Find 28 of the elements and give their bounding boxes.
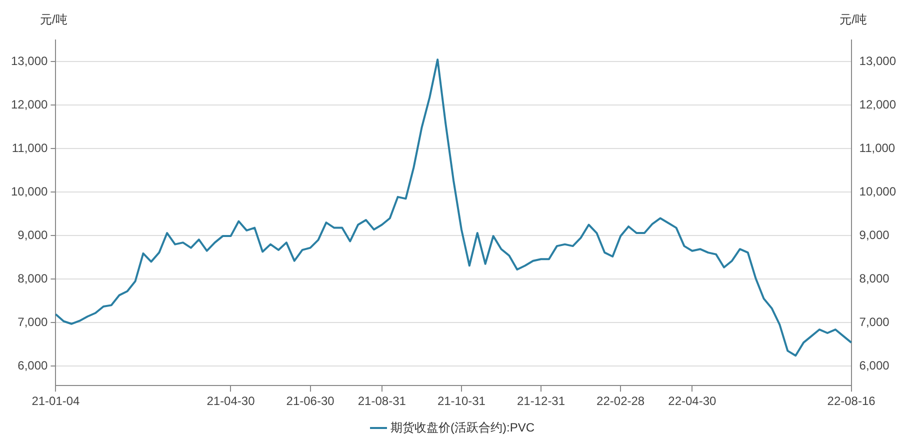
x-tick-label: 21-01-04	[32, 394, 80, 408]
x-tick-label: 21-10-31	[437, 394, 486, 408]
y2-tick-label: 8,000	[859, 271, 890, 286]
y2-tick-label: 10,000	[859, 184, 896, 198]
y2-tick-label: 7,000	[859, 314, 890, 329]
y-tick-label: 9,000	[18, 228, 48, 242]
y-tick-label: 7,000	[18, 314, 48, 329]
y-tick-label: 11,000	[12, 140, 48, 155]
x-tick-label: 22-04-30	[668, 394, 717, 408]
y2-axis-title: 元/吨	[840, 12, 867, 26]
y2-tick-label: 6,000	[859, 358, 890, 372]
x-tick-label: 22-02-28	[596, 394, 645, 408]
y-tick-label: 10,000	[11, 184, 48, 198]
y-tick-label: 13,000	[11, 54, 48, 68]
x-tick-label: 21-04-30	[206, 394, 256, 408]
x-tick-label: 21-08-31	[358, 394, 406, 408]
y2-tick-label: 11,000	[859, 140, 896, 155]
y-axis-title: 元/吨	[40, 12, 68, 26]
y-tick-label: 6,000	[18, 358, 48, 372]
y-tick-label: 8,000	[18, 271, 48, 286]
y2-tick-label: 9,000	[859, 228, 890, 242]
x-tick-label: 21-06-30	[286, 394, 335, 408]
y-tick-label: 12,000	[11, 98, 48, 112]
y2-tick-label: 13,000	[859, 54, 896, 68]
y2-tick-label: 12,000	[859, 98, 896, 112]
legend-label: 期货收盘价(活跃合约):PVC	[390, 420, 535, 434]
x-tick-label: 22-08-16	[827, 394, 876, 408]
x-tick-label: 21-12-31	[516, 394, 566, 408]
